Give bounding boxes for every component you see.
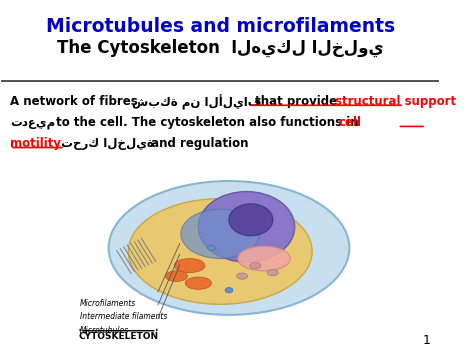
Ellipse shape [238,246,290,271]
Text: 1: 1 [422,334,430,346]
Ellipse shape [174,258,205,273]
Ellipse shape [229,204,273,236]
Ellipse shape [237,273,247,279]
Ellipse shape [267,269,278,276]
Ellipse shape [185,277,211,289]
Ellipse shape [250,262,261,269]
Text: شبكة من الألياف: شبكة من الألياف [132,95,261,110]
Text: and regulation: and regulation [146,137,248,150]
Text: cell: cell [339,116,362,129]
Text: Microfilaments: Microfilaments [80,299,137,308]
Text: CYTOSKELETON: CYTOSKELETON [78,333,158,342]
Text: Microtubules: Microtubules [80,326,129,335]
Text: motility: motility [10,137,61,150]
Ellipse shape [165,271,187,282]
Ellipse shape [128,199,312,304]
Text: to the cell. The cytoskeleton also functions in: to the cell. The cytoskeleton also funct… [52,116,363,129]
Ellipse shape [225,288,233,293]
Text: تحرك الخلية: تحرك الخلية [57,137,154,150]
Ellipse shape [181,209,260,258]
Text: Microtubules and microfilaments: Microtubules and microfilaments [46,17,395,36]
Ellipse shape [208,245,215,251]
Ellipse shape [198,192,295,262]
Ellipse shape [109,181,349,315]
Text: structural support: structural support [335,95,456,108]
Text: The Cytoskeleton  الهيكل الخلوي: The Cytoskeleton الهيكل الخلوي [57,38,383,56]
Text: that provide: that provide [251,95,342,108]
Text: تدعيم: تدعيم [10,116,55,129]
Text: A network of fibres: A network of fibres [10,95,142,108]
Text: Intermediate filaments: Intermediate filaments [80,312,167,321]
